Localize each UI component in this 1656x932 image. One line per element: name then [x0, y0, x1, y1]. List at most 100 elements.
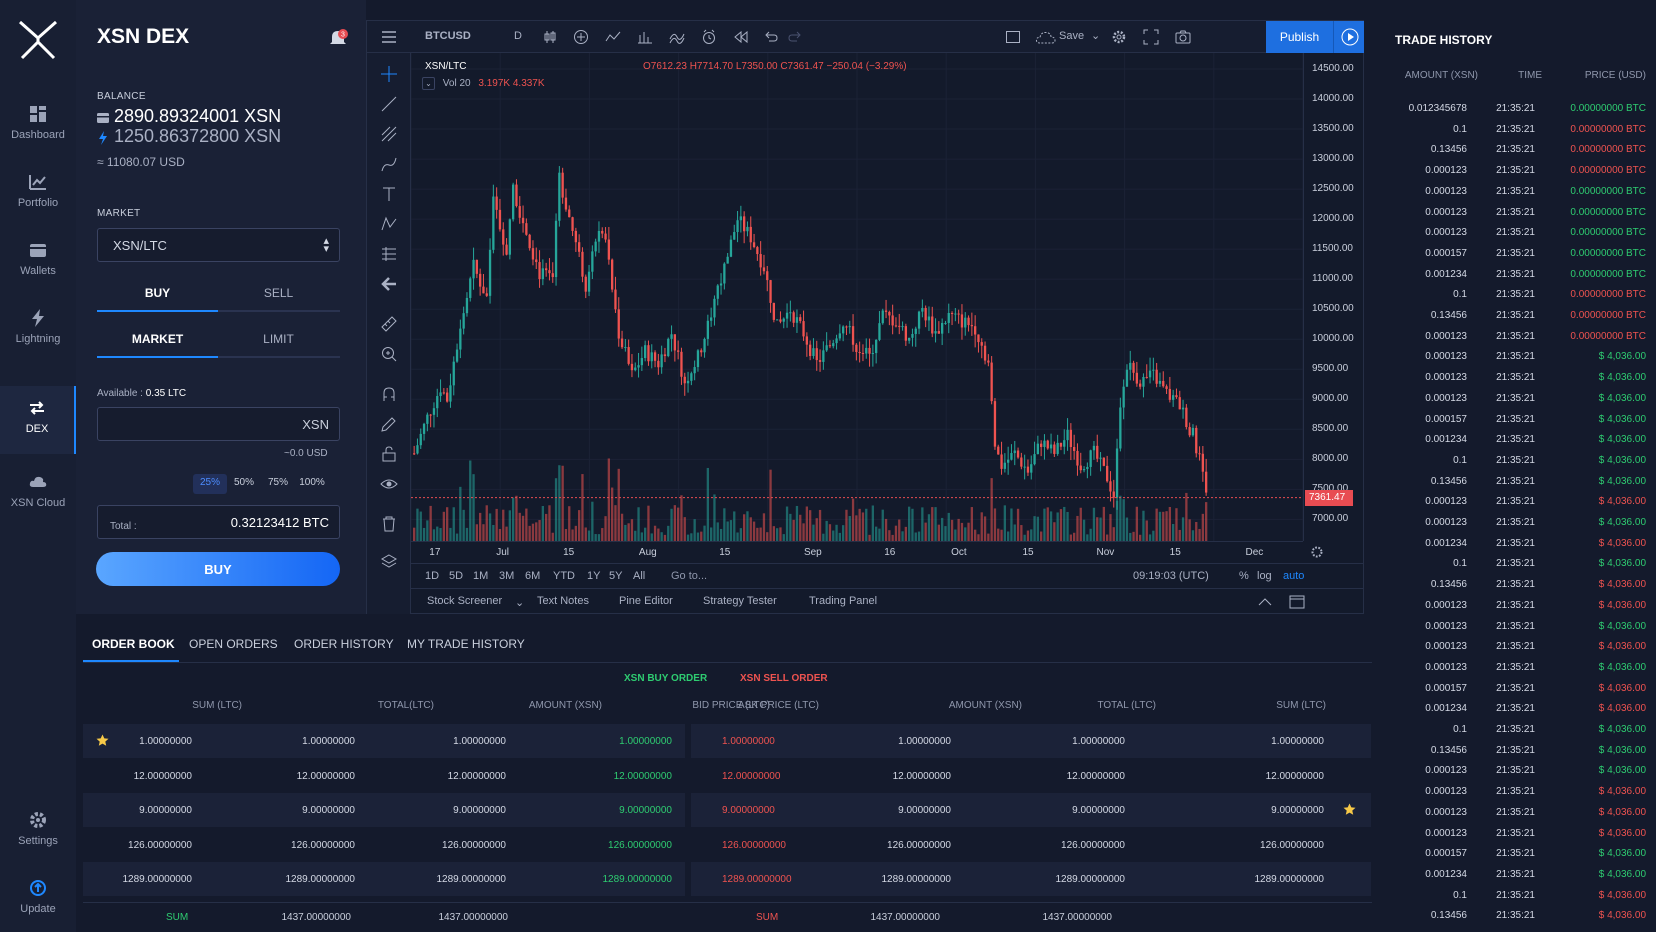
scale-log[interactable]: log	[1257, 570, 1272, 582]
pct-50-button[interactable]: 50%	[233, 477, 254, 488]
candlestick-plot[interactable]	[411, 53, 1303, 541]
star-icon[interactable]	[96, 734, 109, 747]
lock-icon[interactable]	[380, 445, 398, 463]
replay-icon[interactable]	[733, 29, 749, 45]
text-tool-icon[interactable]	[380, 185, 398, 203]
pct-100-button[interactable]: 100%	[299, 477, 325, 488]
star-icon[interactable]	[1343, 803, 1356, 816]
fullscreen-icon[interactable]	[1143, 29, 1159, 45]
nav-item-wallets[interactable]: Wallets	[0, 240, 76, 304]
tab-buy[interactable]: BUY	[144, 286, 171, 300]
pct-25-button[interactable]: 25%	[193, 474, 227, 494]
zoom-icon[interactable]	[380, 345, 398, 363]
play-button[interactable]	[1333, 21, 1365, 53]
redo-icon[interactable]	[787, 29, 803, 45]
nav-item-settings[interactable]: Settings	[0, 810, 76, 874]
trendline-icon[interactable]	[380, 95, 398, 113]
undo-icon[interactable]	[763, 29, 779, 45]
sell-order-row[interactable]: 126.00000000 126.00000000 126.00000000 126.…	[691, 828, 1371, 862]
buy-order-row[interactable]: 1.00000000 1.00000000 1.00000000 1.00000000	[83, 724, 685, 758]
nav-item-lightning[interactable]: Lightning	[0, 308, 76, 372]
layout-icon[interactable]	[1005, 29, 1021, 45]
alert-icon[interactable]	[701, 29, 717, 45]
range-ytd[interactable]: YTD	[553, 570, 575, 582]
notification-bell-icon[interactable]: 3	[328, 28, 348, 48]
time-axis[interactable]: 17 Jul 15 Aug 15 Sep 16 Oct 15 Nov 15 Dec	[411, 541, 1303, 563]
buy-button[interactable]: BUY	[96, 552, 340, 586]
prediction-icon[interactable]	[380, 245, 398, 263]
layers-icon[interactable]	[380, 553, 398, 571]
sell-order-row[interactable]: 1289.00000000 1289.00000000 1289.00000000 1…	[691, 862, 1371, 896]
buy-order-row[interactable]: 12.00000000 12.00000000 12.00000000 12.0000…	[83, 759, 685, 793]
magnet-icon[interactable]	[380, 385, 398, 403]
candle-body	[667, 338, 670, 357]
buy-order-row[interactable]: 1289.00000000 1289.00000000 1289.00000000 1…	[83, 862, 685, 896]
sell-order-row[interactable]: 1.00000000 1.00000000 1.00000000 1.00000000	[691, 724, 1371, 758]
pattern-icon[interactable]	[380, 215, 398, 233]
tab-limit[interactable]: LIMIT	[263, 332, 294, 346]
candle-type-icon[interactable]	[542, 29, 558, 45]
price-axis[interactable]: 14500.00 14000.00 13500.00 13000.00 12500.00…	[1303, 53, 1365, 541]
pitchfork-icon[interactable]	[380, 125, 398, 143]
range-1d[interactable]: 1D	[425, 570, 440, 582]
scale-auto[interactable]: auto	[1283, 570, 1305, 582]
tab-order-book[interactable]: ORDER BOOK	[92, 637, 175, 651]
axis-settings-gear-icon[interactable]	[1310, 545, 1324, 559]
market-select[interactable]: XSN/LTC ▴ ▾	[97, 228, 340, 262]
range-6m[interactable]: 6M	[525, 570, 541, 582]
scale-percent[interactable]: %	[1239, 570, 1249, 582]
maximize-icon[interactable]	[1289, 595, 1305, 609]
ruler-icon[interactable]	[380, 315, 398, 333]
sell-order-row[interactable]: 12.00000000 12.00000000 12.00000000 12.0000…	[691, 759, 1371, 793]
camera-icon[interactable]	[1175, 29, 1191, 45]
trash-icon[interactable]	[380, 515, 398, 533]
tab-market[interactable]: MARKET	[131, 332, 184, 346]
collapse-chevron-icon[interactable]: ⌄	[422, 77, 435, 90]
eye-icon[interactable]	[380, 475, 398, 493]
nav-item-dex[interactable]: DEX	[0, 386, 76, 454]
pencil-lock-icon[interactable]	[380, 415, 398, 433]
tab-pine-editor[interactable]: Pine Editor	[619, 595, 673, 607]
range-5y[interactable]: 5Y	[609, 570, 623, 582]
nav-item-portfolio[interactable]: Portfolio	[0, 172, 76, 236]
tab-open-orders[interactable]: OPEN ORDERS	[189, 637, 278, 651]
publish-button[interactable]: Publish	[1266, 21, 1333, 53]
tab-my-trade-history[interactable]: MY TRADE HISTORY	[407, 637, 525, 651]
goto-link[interactable]: Go to...	[671, 570, 708, 582]
arrow-left-icon[interactable]	[380, 275, 398, 293]
range-3m[interactable]: 3M	[499, 570, 515, 582]
buy-order-row[interactable]: 9.00000000 9.00000000 9.00000000 9.00000000	[83, 793, 685, 827]
templates-icon[interactable]	[637, 29, 653, 45]
range-1y[interactable]: 1Y	[587, 570, 601, 582]
dropdown-chevron-icon[interactable]: ⌄	[515, 597, 525, 609]
brush-icon[interactable]	[380, 155, 398, 173]
studies-icon[interactable]	[669, 29, 685, 45]
nav-item-dashboard[interactable]: Dashboard	[0, 104, 76, 168]
compare-add-icon[interactable]	[573, 29, 589, 45]
menu-icon[interactable]	[381, 30, 397, 44]
tab-trading-panel[interactable]: Trading Panel	[809, 595, 878, 607]
range-1m[interactable]: 1M	[473, 570, 489, 582]
save-dropdown-icon[interactable]: ⌄	[1091, 30, 1101, 42]
range-5d[interactable]: 5D	[449, 570, 464, 582]
amount-input[interactable]: XSN	[97, 407, 340, 441]
collapse-up-icon[interactable]	[1258, 596, 1272, 608]
pct-75-button[interactable]: 75%	[267, 477, 288, 488]
tab-stock-screener[interactable]: Stock Screener	[427, 595, 503, 607]
indicators-icon[interactable]	[605, 29, 621, 45]
tab-order-history[interactable]: ORDER HISTORY	[294, 637, 394, 651]
chart-interval[interactable]: D	[514, 30, 522, 42]
save-button[interactable]: Save	[1059, 30, 1085, 42]
sell-order-row[interactable]: 9.00000000 9.00000000 9.00000000 9.00000000	[691, 793, 1371, 827]
tab-strategy-tester[interactable]: Strategy Tester	[703, 595, 777, 607]
tab-sell[interactable]: SELL	[263, 286, 294, 300]
range-all[interactable]: All	[633, 570, 646, 582]
crosshair-icon[interactable]	[380, 65, 398, 83]
nav-item-xsn-cloud[interactable]: XSN Cloud	[0, 472, 76, 536]
nav-item-update[interactable]: Update	[0, 878, 76, 932]
chart-symbol[interactable]: BTCUSD	[425, 30, 471, 42]
gear-icon[interactable]	[1111, 29, 1127, 45]
tab-text-notes[interactable]: Text Notes	[537, 595, 589, 607]
cloud-save-icon[interactable]	[1035, 30, 1057, 44]
buy-order-row[interactable]: 126.00000000 126.00000000 126.00000000 126.…	[83, 828, 685, 862]
